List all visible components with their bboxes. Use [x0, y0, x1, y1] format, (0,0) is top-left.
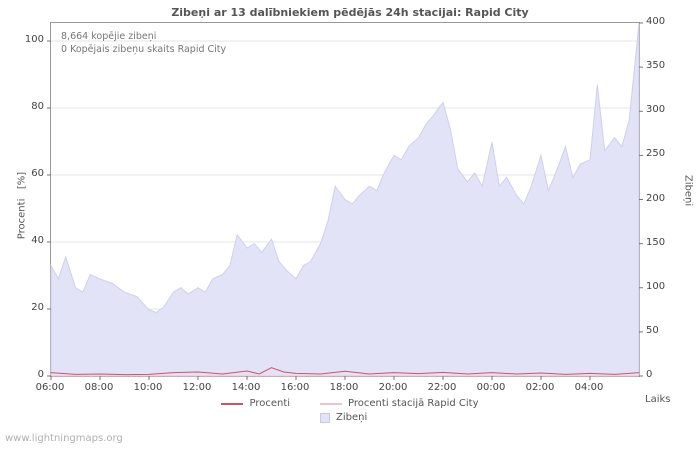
y-left-tick-label: 40 [31, 235, 44, 246]
chart-canvas [47, 22, 643, 380]
x-tick-label: 16:00 [280, 382, 310, 393]
x-tick-label: 10:00 [133, 382, 163, 393]
y-right-tick-label: 150 [646, 236, 666, 248]
y-right-tick-label: 350 [646, 60, 666, 72]
x-tick-label: 08:00 [84, 382, 114, 393]
y-left-tick-label: 80 [31, 101, 44, 112]
y-left-tick-label: 20 [31, 302, 44, 313]
y-left-tick-label: 60 [31, 168, 44, 179]
legend-label-procenti: Procenti [249, 398, 291, 409]
legend-item-procenti-station: Procenti stacijā Rapid City [320, 398, 479, 409]
y-left-tick-label: 0 [37, 369, 44, 380]
legend-label-procenti-station: Procenti stacijā Rapid City [348, 398, 479, 409]
legend-swatch-procenti-station [320, 402, 343, 405]
x-tick-label: 04:00 [574, 382, 604, 393]
legend-item-procenti: Procenti [221, 398, 290, 409]
x-tick-label: 20:00 [378, 382, 408, 393]
x-tick-label: 00:00 [476, 382, 506, 393]
x-tick-label: 12:00 [182, 382, 212, 393]
legend-item-zibeni: Zibeņi [320, 412, 478, 423]
x-axis-label: Laiks [645, 394, 671, 405]
y-axis-label-right: Zibeņi [682, 174, 694, 207]
x-tick-label: 02:00 [525, 382, 555, 393]
x-tick-label: 14:00 [231, 382, 261, 393]
legend-swatch-procenti [221, 402, 244, 405]
plot-area: 8,664 kopējie zibeņi 0 Kopējais zibeņu s… [47, 22, 643, 380]
y-left-tick-label: 100 [24, 34, 44, 45]
x-tick-label: 06:00 [35, 382, 65, 393]
y-right-tick-label: 250 [646, 148, 666, 160]
legend-label-zibeni: Zibeņi [336, 412, 368, 423]
watermark: www.lightningmaps.org [5, 433, 123, 444]
annotation-station-strikes: 0 Kopējais zibeņu skaits Rapid City [61, 44, 227, 55]
x-tick-label: 22:00 [427, 382, 457, 393]
y-right-tick-label: 300 [646, 104, 666, 116]
legend-spacer [221, 412, 290, 423]
chart-title: Zibeņi ar 13 dalībniekiem pēdējās 24h st… [171, 6, 529, 19]
x-tick-label: 18:00 [329, 382, 359, 393]
y-right-tick-label: 400 [646, 16, 666, 27]
y-right-tick-label: 0 [646, 369, 653, 380]
y-right-tick-label: 200 [646, 192, 666, 204]
y-right-tick-label: 50 [646, 324, 659, 336]
y-right-tick-label: 100 [646, 280, 666, 292]
legend-swatch-zibeni [320, 412, 331, 423]
annotation-total-strikes: 8,664 kopējie zibeņi [61, 31, 157, 42]
legend: Procenti Procenti stacijā Rapid City Zib… [0, 398, 700, 423]
